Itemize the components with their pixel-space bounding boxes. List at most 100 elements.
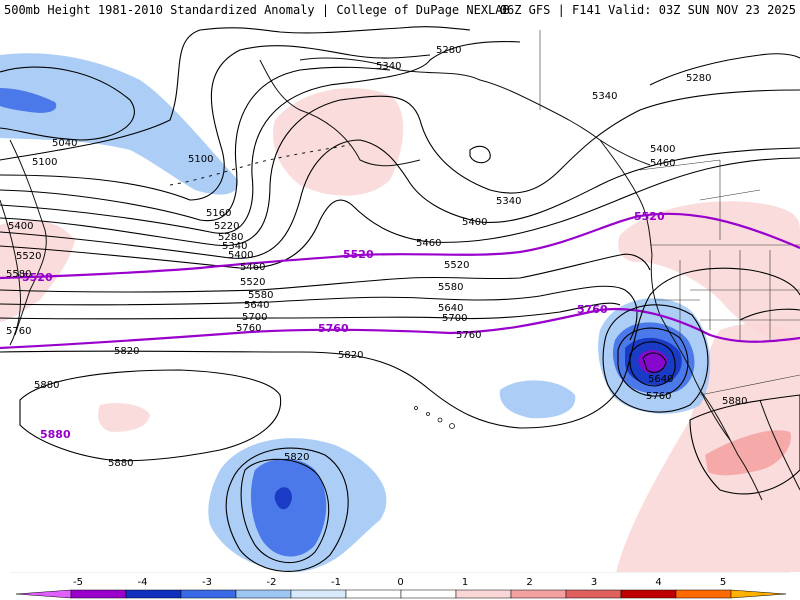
label-5880-mexico: 5880 <box>722 396 747 407</box>
colorbar-bin <box>510 589 567 599</box>
colorbar-bin <box>235 589 292 599</box>
label-5460-mid: 5460 <box>240 262 265 273</box>
canada-province-lines <box>639 159 761 240</box>
label-5760-west: 5760 <box>6 326 31 337</box>
contour-5820 <box>0 267 800 429</box>
label-5580-west: 5580 <box>6 269 31 280</box>
anomaly-area-alaska-pos <box>272 88 404 196</box>
colorbar-tick-label: 4 <box>655 577 661 588</box>
label-5100-mid: 5100 <box>188 154 213 165</box>
mexico-coast <box>759 399 800 491</box>
contour-5100 <box>0 26 471 161</box>
geography <box>0 57 800 501</box>
label-5820-subtropical: 5820 <box>284 452 309 463</box>
anomaly-area-subtropical-core <box>250 458 327 557</box>
label-5400-alaska: 5400 <box>462 217 487 228</box>
colorbar-bin <box>180 589 237 599</box>
kamchatka-coast <box>9 139 47 336</box>
anomaly-area-west-pos <box>0 220 75 322</box>
label-5340-top: 5340 <box>376 61 401 72</box>
label-5460-right: 5460 <box>650 158 675 169</box>
baja-coast <box>699 389 763 501</box>
anomaly-area-aleutian-neg <box>0 53 239 195</box>
colorbar-bin <box>290 589 347 599</box>
label-5880-south: 5880 <box>108 458 133 469</box>
colorbar-bin <box>70 589 127 599</box>
label-5160: 5160 <box>206 208 231 219</box>
anomaly-area-pacific-neg <box>499 380 576 419</box>
label-5520-purple-east: 5520 <box>634 210 665 223</box>
island-2 <box>426 412 430 416</box>
colorbar-bin <box>620 589 677 599</box>
map-canvas: 5040 5100 5100 5160 5220 5280 5280 5280 … <box>0 26 800 572</box>
contour-5640 <box>0 285 638 341</box>
contour-5820-subtropical <box>240 458 330 564</box>
colorbar-bin <box>15 589 72 599</box>
label-5700-east: 5700 <box>442 313 467 324</box>
contour-5280-canada <box>649 53 800 86</box>
colorbar-tick-label: 0 <box>397 577 403 588</box>
label-5880-west: 5880 <box>34 380 59 391</box>
bering-coast <box>259 59 421 167</box>
label-5520-purple-west: 5520 <box>22 271 53 284</box>
label-5100-west: 5100 <box>32 157 57 168</box>
contour-5580 <box>0 253 651 293</box>
label-5820-mid: 5820 <box>338 350 363 361</box>
contour-5880 <box>19 369 282 462</box>
label-5400-right: 5400 <box>650 144 675 155</box>
colorbar-tick-label: -5 <box>73 577 83 588</box>
label-5460-alaska: 5460 <box>416 238 441 249</box>
contour-low-4 <box>602 304 709 413</box>
colorbar-tick-label: 1 <box>462 577 468 588</box>
label-5760-purple-east: 5760 <box>577 303 608 316</box>
contour-5880-mexico <box>689 394 800 495</box>
anomaly-area-mexico-pos-core <box>705 430 791 476</box>
label-5280-right: 5280 <box>686 73 711 84</box>
contour-5340-alaska-small <box>469 145 491 164</box>
colorbar-bin <box>730 589 787 599</box>
colorbar-tick-label: 3 <box>591 577 597 588</box>
anomaly-area-mexico-pos <box>616 323 800 572</box>
label-5280-top: 5280 <box>436 45 461 56</box>
contour-5040 <box>0 66 135 141</box>
run-valid-time: 06Z GFS | F141 Valid: 03Z SUN NOV 23 202… <box>499 3 796 17</box>
contour-5700 <box>0 302 621 320</box>
contour-5400 <box>0 139 800 259</box>
label-5880-purple: 5880 <box>40 428 71 441</box>
label-5760-purple-mid: 5760 <box>318 322 349 335</box>
label-5640-mid: 5640 <box>244 300 269 311</box>
label-5700-mid: 5700 <box>242 312 267 323</box>
label-5760-east: 5760 <box>456 330 481 341</box>
anomaly-area-subtropical-center <box>274 487 292 510</box>
map-title: 500mb Height 1981-2010 Standardized Anom… <box>4 3 510 17</box>
colorbar: -5 -4 -3 -2 -1 0 1 2 3 4 5 <box>10 572 790 599</box>
colorbar-bins <box>15 589 787 599</box>
colorbar-bin <box>455 589 512 599</box>
label-5280-mid: 5280 <box>218 232 243 243</box>
contour-5760 <box>0 308 800 350</box>
contour-labels: 5040 5100 5100 5160 5220 5280 5280 5280 … <box>6 45 747 469</box>
contour-5160 <box>0 45 431 201</box>
contour-5340 <box>0 89 800 247</box>
island-1 <box>414 406 418 410</box>
contour-5880-east <box>739 308 800 321</box>
colorbar-bin <box>345 589 402 599</box>
label-5040: 5040 <box>52 138 77 149</box>
colorbar-tick-label: 5 <box>720 577 726 588</box>
us-mexico-border <box>699 374 800 396</box>
label-5580-mid: 5580 <box>248 290 273 301</box>
label-5640-east: 5640 <box>438 303 463 314</box>
colorbar-ticks: -5 -4 -3 -2 -1 0 1 2 3 4 5 <box>73 577 726 588</box>
anomaly-area-canada-pos <box>618 201 800 345</box>
label-5760-low: 5760 <box>646 391 671 402</box>
asia-coast <box>0 199 21 346</box>
header-bar: 500mb Height 1981-2010 Standardized Anom… <box>0 0 800 20</box>
anomaly-area-hawaii-pos <box>98 403 150 432</box>
label-5640-low: 5640 <box>648 374 673 385</box>
bc-coast <box>599 139 653 256</box>
colorbar-tick-label: -2 <box>267 577 277 588</box>
colorbar-bin <box>565 589 622 599</box>
label-5520-mid: 5520 <box>240 277 265 288</box>
island-3 <box>437 417 443 423</box>
